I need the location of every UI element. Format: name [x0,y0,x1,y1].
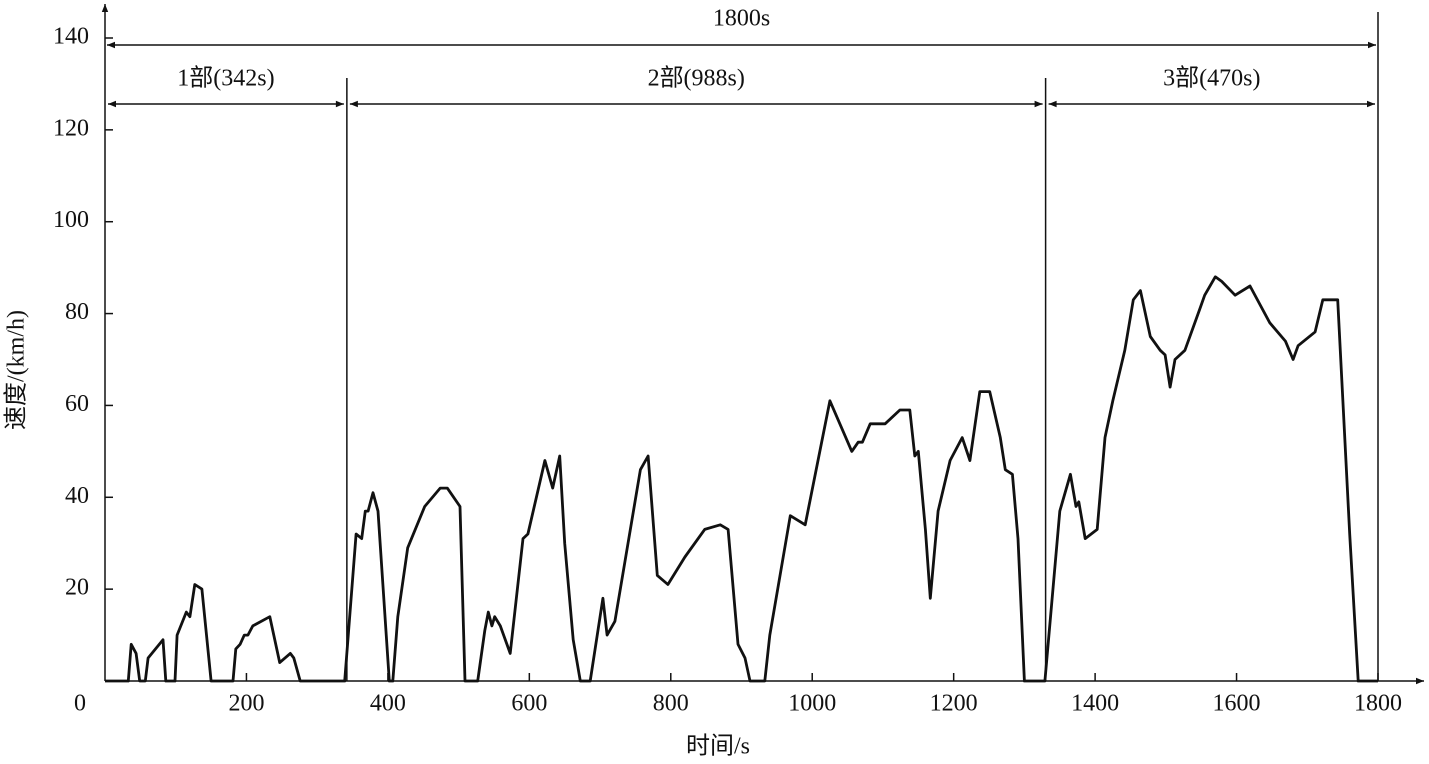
x-tick-label: 1200 [930,691,978,717]
y-tick-label: 120 [53,115,89,141]
x-tick-label: 1000 [788,691,836,717]
x-axis-label: 时间/s [686,733,750,760]
x-tick-label: 600 [511,691,547,717]
y-tick-label: 80 [65,299,89,325]
y-tick-label: 60 [65,391,89,417]
y-axis-label: 速度/(km/h) [3,310,30,430]
x-tick-label: 1800 [1354,691,1402,717]
x-tick-label: 1400 [1071,691,1119,717]
x-tick-label: 200 [228,691,264,717]
phase-label: 1部(342s) [177,65,274,92]
x-tick-label: 1600 [1213,691,1261,717]
y-tick-label: 140 [53,24,89,50]
y-tick-label: 40 [65,483,89,509]
y-tick-label: 20 [65,575,89,601]
phase-label: 2部(988s) [648,65,745,92]
x-tick-label: 0 [74,691,86,717]
y-tick-label: 100 [53,207,89,233]
speed-line [105,275,1378,683]
phase-label: 3部(470s) [1163,65,1260,92]
x-tick-label: 400 [370,691,406,717]
span-label: 1800s [713,6,770,32]
x-tick-label: 800 [653,691,689,717]
